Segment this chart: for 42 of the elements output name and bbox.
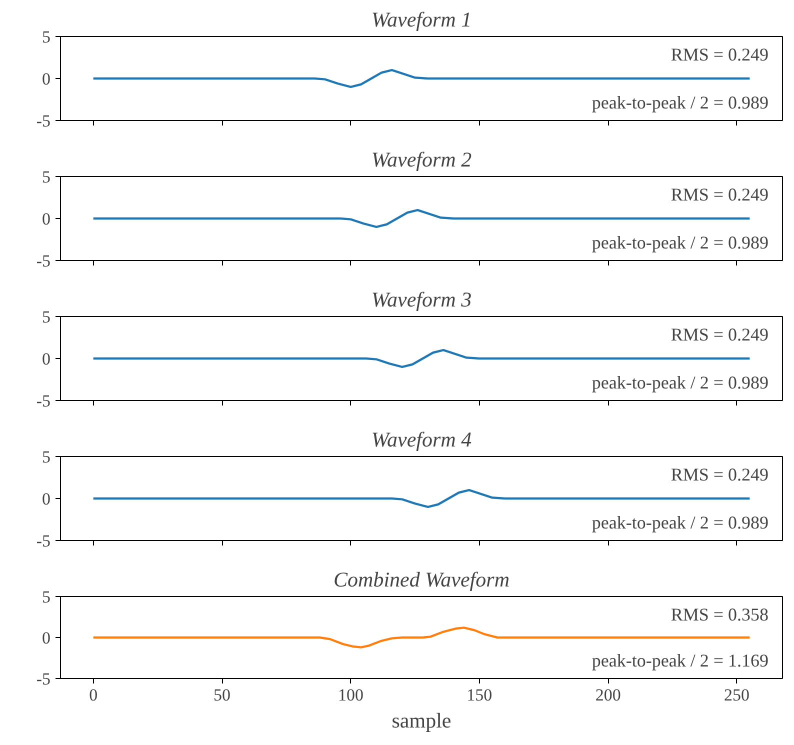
line-series — [92, 69, 751, 88]
x-tick-label: 150 — [466, 686, 492, 704]
annotation: RMS = 0.249 — [670, 324, 769, 344]
line-series — [92, 349, 751, 368]
x-tick-label: 0 — [89, 686, 98, 704]
y-tick-label: 5 — [42, 588, 50, 606]
chart-title: Waveform 1 — [371, 8, 472, 32]
y-tick-label: 0 — [42, 70, 50, 88]
chart-title: Waveform 2 — [371, 148, 472, 172]
y-tick-label: 0 — [42, 210, 50, 228]
y-tick-label: 5 — [42, 168, 50, 186]
chart-title: Waveform 4 — [371, 428, 472, 452]
x-tick-label: 100 — [338, 686, 364, 704]
y-tick-label: -5 — [36, 670, 51, 688]
annotation: peak-to-peak / 2 = 0.989 — [592, 232, 769, 252]
y-tick-label: -5 — [36, 392, 51, 410]
annotation: RMS = 0.249 — [670, 464, 769, 484]
x-axis-title: sample — [392, 708, 452, 732]
y-tick-label: -5 — [36, 252, 51, 270]
y-tick-label: 0 — [42, 628, 50, 648]
line-series — [92, 626, 751, 648]
y-tick-label: 0 — [42, 350, 50, 368]
chart-title: Waveform 3 — [371, 288, 472, 312]
x-tick-label: 250 — [724, 686, 750, 704]
annotation: RMS = 0.249 — [670, 184, 769, 204]
y-tick-label: -5 — [36, 532, 51, 550]
annotation: peak-to-peak / 2 = 0.989 — [592, 92, 769, 112]
y-tick-label: 5 — [42, 308, 50, 326]
y-tick-label: -5 — [36, 112, 51, 130]
chart-title: Combined Waveform — [334, 568, 510, 592]
annotation: peak-to-peak / 2 = 1.169 — [592, 650, 769, 670]
annotation: RMS = 0.358 — [670, 604, 769, 624]
y-tick-label: 5 — [42, 28, 50, 46]
annotation: peak-to-peak / 2 = 0.989 — [592, 372, 769, 392]
y-tick-label: 0 — [42, 490, 50, 508]
line-series — [92, 209, 751, 228]
x-tick-label: 200 — [595, 686, 621, 704]
line-series — [92, 489, 751, 508]
x-tick-label: 50 — [214, 686, 231, 704]
y-tick-label: 5 — [42, 448, 50, 466]
annotation: RMS = 0.249 — [670, 44, 769, 64]
annotation: peak-to-peak / 2 = 0.989 — [592, 512, 769, 532]
